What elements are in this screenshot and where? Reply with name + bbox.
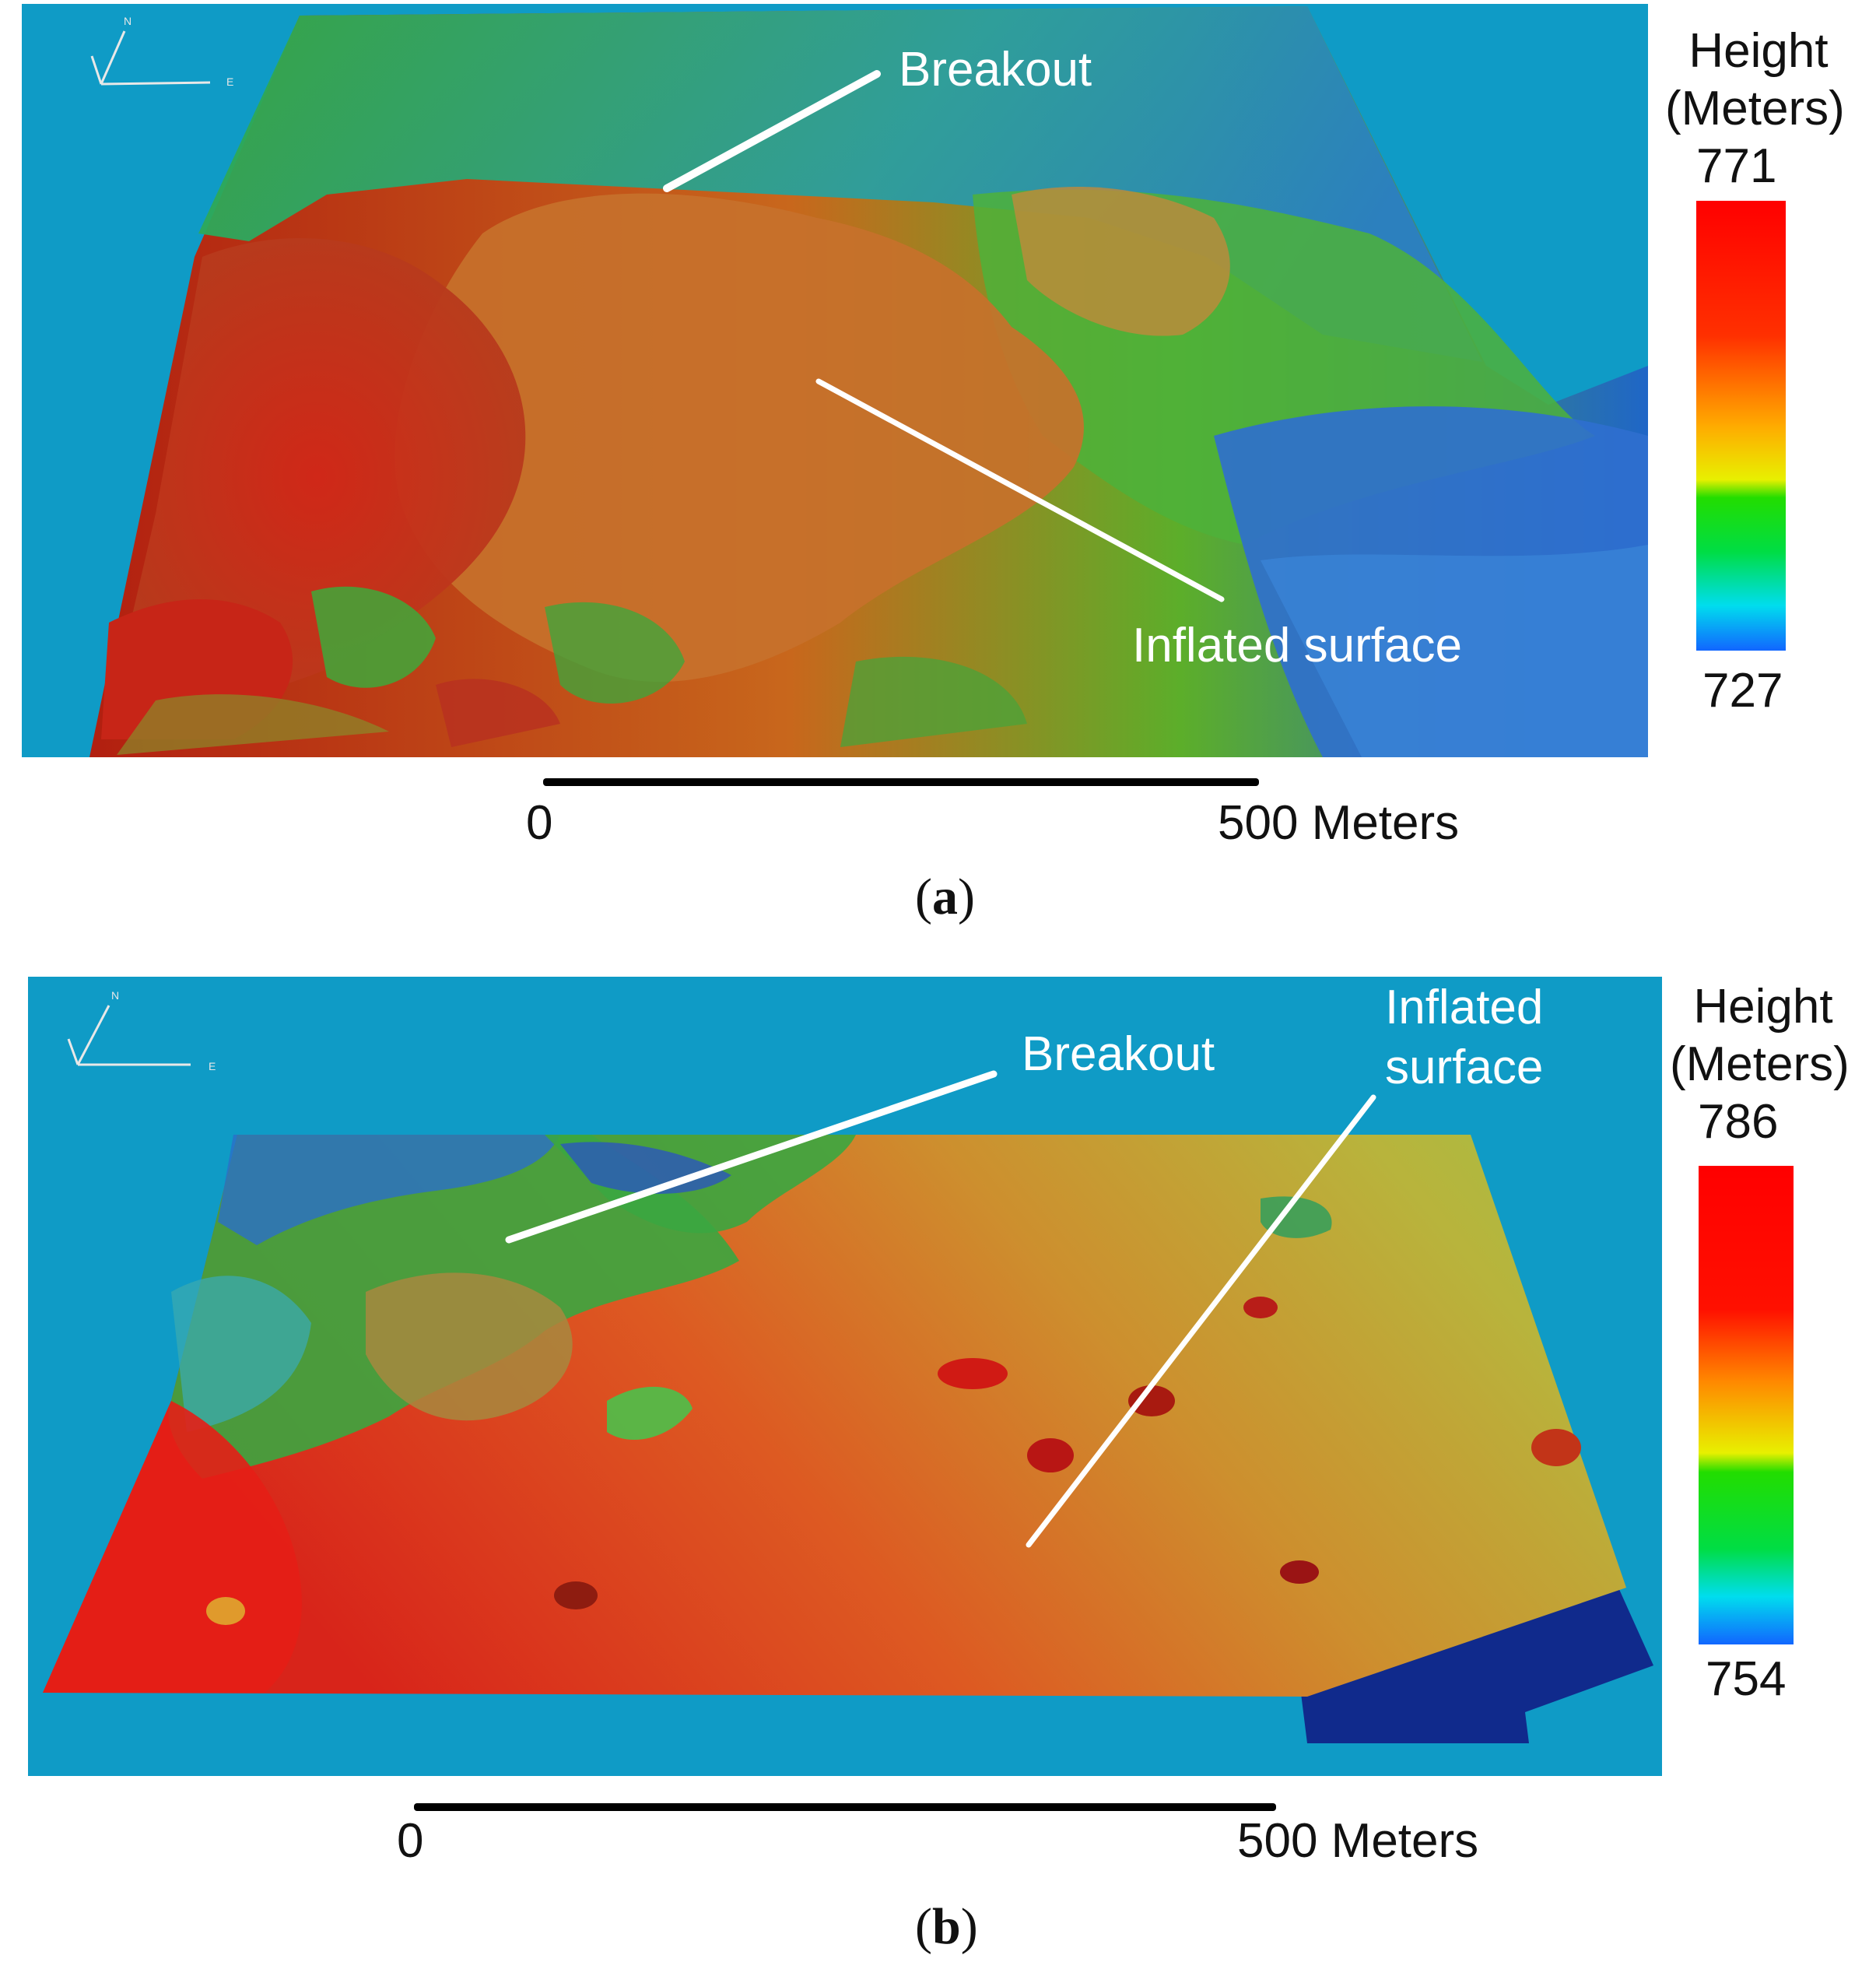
terrain-surface-a	[89, 6, 1648, 757]
scale-start-b: 0	[397, 1814, 424, 1868]
compass-north-a: N	[124, 15, 131, 27]
breakout-label-a: Breakout	[899, 43, 1092, 97]
compass-east-a: E	[226, 75, 233, 88]
compass-icon-b: N E	[67, 989, 216, 1072]
panel-b: Breakout Inflated surface N E Height (Me…	[0, 965, 1876, 1977]
breakout-pointer-b	[505, 1070, 998, 1244]
legend-min-b: 754	[1706, 1652, 1787, 1706]
inflated-label-b-line2: surface	[1385, 1041, 1543, 1094]
inflated-label-b-line1: Inflated	[1385, 981, 1543, 1034]
panel-a: Breakout Inflated surface N E Height (Me…	[0, 0, 1876, 957]
colorbar-a	[1696, 201, 1786, 651]
compass-icon-a: N E	[90, 15, 233, 88]
legend-max-b: 786	[1698, 1095, 1779, 1149]
legend-title-b: Height	[1693, 980, 1833, 1034]
scale-bar-a	[543, 778, 1259, 786]
compass-north-b: N	[111, 989, 119, 1002]
scale-bar-b	[414, 1803, 1276, 1811]
panel-label-a: (a)	[915, 869, 975, 925]
inflated-pointer-b	[1026, 1094, 1376, 1548]
breakout-label-b: Breakout	[1022, 1027, 1215, 1081]
panel-label-b: (b)	[915, 1898, 978, 1955]
legend-unit-b: (Meters)	[1670, 1037, 1850, 1091]
legend-title-a: Height	[1688, 24, 1829, 78]
terrain-map-b: Breakout Inflated surface N E	[28, 977, 1794, 1776]
scale-end-b: 500 Meters	[1237, 1814, 1479, 1868]
scale-end-a: 500 Meters	[1218, 796, 1460, 850]
terrain-surface-b	[43, 1135, 1653, 1743]
inflated-label-a: Inflated surface	[1132, 619, 1462, 672]
scale-start-a: 0	[526, 796, 553, 850]
terrain-map-a: Breakout Inflated surface N E	[22, 4, 1786, 757]
breakout-pointer-a	[663, 70, 881, 192]
legend-min-a: 727	[1702, 664, 1783, 718]
legend-unit-a: (Meters)	[1665, 82, 1845, 135]
legend-max-a: 771	[1696, 139, 1777, 193]
colorbar-b	[1699, 1166, 1794, 1644]
compass-east-b: E	[209, 1060, 216, 1072]
inflated-pointer-a	[815, 378, 1225, 602]
